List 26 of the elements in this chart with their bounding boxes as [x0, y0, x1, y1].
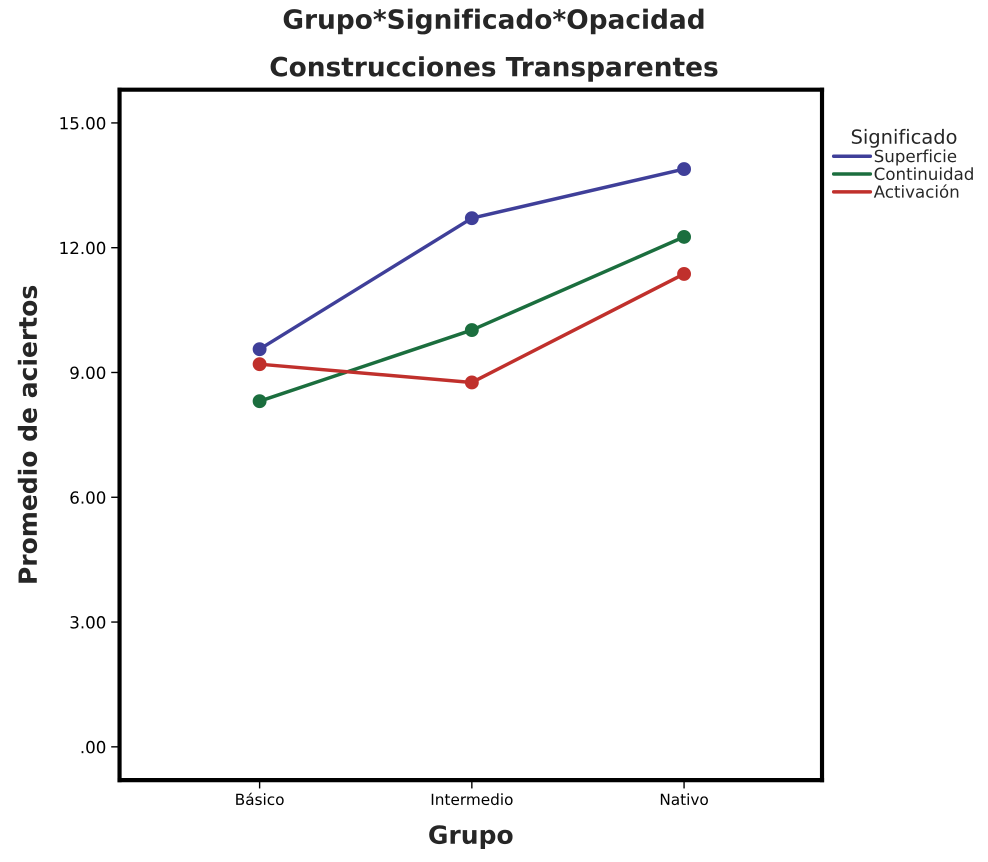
legend-label: Superficie	[874, 149, 956, 166]
y-axis-title: Promedio de aciertos	[18, 286, 38, 583]
x-tick-label: Básico	[236, 792, 284, 806]
point	[252, 342, 267, 356]
y-tick-label: 9.00	[70, 366, 106, 380]
point	[464, 323, 479, 338]
point	[677, 230, 692, 244]
x-axis-title: Grupo	[429, 825, 513, 849]
y-tick-label: .00	[82, 740, 106, 754]
y-tick-label: 3.00	[70, 616, 106, 629]
point	[464, 211, 479, 226]
point	[677, 162, 692, 176]
point	[677, 266, 692, 281]
chart-title: Grupo*Significado*Opacidad	[284, 8, 704, 34]
point	[252, 394, 267, 408]
legend-title: Significado	[852, 128, 956, 148]
y-tick-label: 12.00	[60, 242, 106, 254]
x-tick-label: Nativo	[660, 793, 708, 806]
point	[252, 357, 267, 372]
y-tick-label: 6.00	[70, 491, 106, 504]
y-tick-label: 15.00	[60, 116, 106, 130]
point	[464, 376, 479, 390]
legend-label: Continuidad	[874, 167, 973, 180]
chart-subtitle: Construcciones Transparentes	[270, 56, 718, 82]
x-tick-label: Intermedio	[432, 793, 513, 806]
legend-label: Activación	[874, 184, 958, 198]
